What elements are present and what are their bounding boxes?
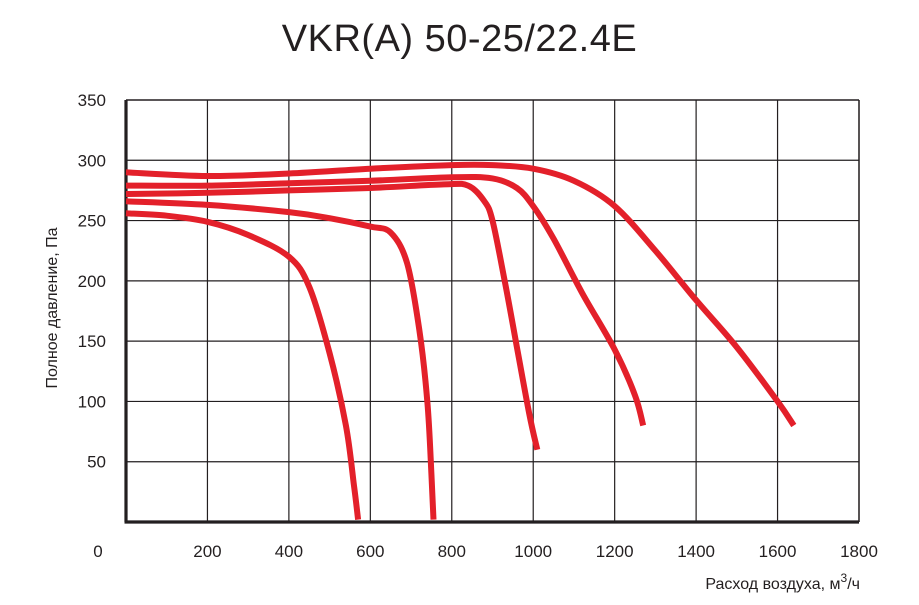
axes — [124, 99, 860, 524]
x-axis-label-sup: 3 — [841, 571, 848, 585]
y-tick-label: 100 — [78, 392, 106, 411]
series-line-2 — [125, 198, 437, 520]
y-tick-label: 150 — [78, 332, 106, 351]
y-tick-label: 200 — [78, 272, 106, 291]
y-tick-label: 250 — [78, 212, 106, 231]
series-line-3 — [125, 180, 541, 451]
y-tick-labels: 50 100 150 200 250 300 350 — [78, 91, 106, 472]
x-tick-label: 600 — [356, 542, 384, 561]
x-tick-label: 400 — [275, 542, 303, 561]
y-tick-label: 350 — [78, 91, 106, 110]
x-tick-label: 1800 — [840, 542, 878, 561]
y-tick-label: 50 — [87, 453, 106, 472]
x-tick-label: 1400 — [677, 542, 715, 561]
x-tick-label: 0 — [93, 542, 102, 561]
x-tick-label: 800 — [438, 542, 466, 561]
series-lines — [125, 161, 797, 520]
x-axis-label-suffix: /ч — [847, 576, 860, 593]
x-axis-label-main: Расход воздуха, м — [705, 576, 840, 593]
y-tick-label: 300 — [78, 151, 106, 170]
x-tick-labels: 0 200 400 600 800 1000 1200 1400 1600 1800 — [93, 542, 878, 561]
y-axis-label: Полное давление, Па — [44, 227, 61, 388]
x-axis-label: Расход воздуха, м3/ч — [705, 571, 860, 593]
series-line-5 — [125, 161, 797, 428]
x-tick-label: 1200 — [596, 542, 634, 561]
series-line-1 — [125, 210, 362, 520]
series-line-4 — [125, 173, 647, 427]
x-tick-label: 1600 — [759, 542, 797, 561]
x-tick-label: 1000 — [514, 542, 552, 561]
x-tick-label: 200 — [193, 542, 221, 561]
chart-title: VKR(A) 50-25/22.4E — [281, 18, 638, 60]
